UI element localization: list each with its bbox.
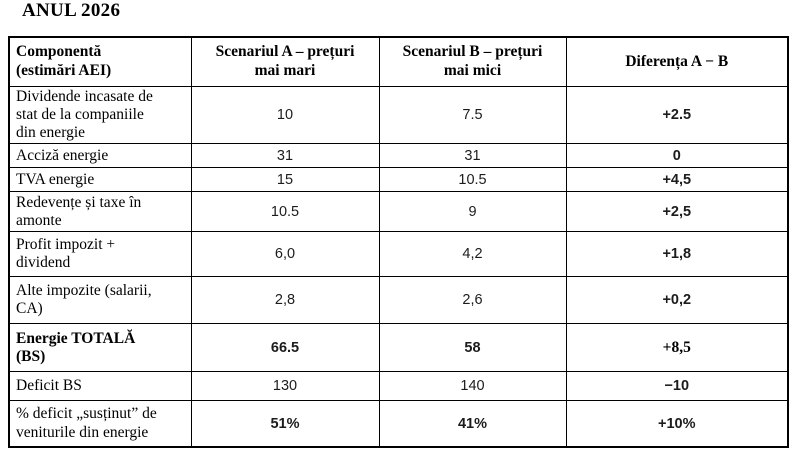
row-label: Alte impozite (salarii, CA): [8, 276, 192, 325]
table-row-tva: TVA energie 15 10.5 +4,5: [8, 167, 789, 193]
difference-value: +2.5: [565, 85, 789, 145]
page-title: ANUL 2026: [22, 0, 121, 21]
row-label: % deficit „susținut” de veniturile din e…: [8, 400, 192, 448]
row-label: Redevențe și taxe în amonte: [8, 191, 192, 233]
difference-value: +1,8: [565, 231, 789, 278]
scenario-b-value: 140: [378, 371, 567, 402]
scenario-a-value: 10.5: [190, 191, 380, 233]
scenario-a-value: 6,0: [190, 231, 380, 278]
header-difference: Diferența A − B: [565, 36, 789, 87]
table-row-energie-totala: Energie TOTALĂ (BS) 66.5 58 +8,5: [8, 323, 789, 373]
scenario-b-value: 4,2: [378, 231, 567, 278]
scenario-b-value: 58: [378, 323, 567, 373]
scenario-b-value: 9: [378, 191, 567, 233]
table-header-row: Componentă (estimări AEI) Scenariul A – …: [8, 36, 789, 87]
scenario-a-value: 10: [190, 85, 380, 145]
table-row-dividende: Dividende incasate de stat de la compani…: [8, 85, 789, 145]
table-row-profit: Profit impozit + dividend 6,0 4,2 +1,8: [8, 231, 789, 278]
difference-value: +10%: [565, 400, 789, 448]
difference-value: +0,2: [565, 276, 789, 325]
scenario-b-value: 10.5: [378, 167, 567, 193]
row-label: Profit impozit + dividend: [8, 231, 192, 278]
difference-value: +8,5: [565, 323, 789, 373]
table-row-redevente: Redevențe și taxe în amonte 10.5 9 +2,5: [8, 191, 789, 233]
scenario-a-value: 66.5: [190, 323, 380, 373]
scenario-b-value: 41%: [378, 400, 567, 448]
row-label: Energie TOTALĂ (BS): [8, 323, 192, 373]
row-label: Deficit BS: [8, 371, 192, 402]
difference-value: −10: [565, 371, 789, 402]
scenario-b-value: 7.5: [378, 85, 567, 145]
scenario-a-value: 15: [190, 167, 380, 193]
table-row-alte-impozite: Alte impozite (salarii, CA) 2,8 2,6 +0,2: [8, 276, 789, 325]
row-label: TVA energie: [8, 167, 192, 193]
difference-value: +4,5: [565, 167, 789, 193]
difference-value: +2,5: [565, 191, 789, 233]
table-row-acciza: Acciză energie 31 31 0: [8, 143, 789, 169]
scenario-comparison-table: Componentă (estimări AEI) Scenariul A – …: [8, 36, 789, 448]
row-label: Acciză energie: [8, 143, 192, 169]
difference-value: 0: [565, 143, 789, 169]
row-label: Dividende incasate de stat de la compani…: [8, 85, 192, 145]
header-component: Componentă (estimări AEI): [8, 36, 192, 87]
header-scenario-b: Scenariul B – prețuri mai mici: [378, 36, 567, 87]
header-scenario-a: Scenariul A – prețuri mai mari: [190, 36, 380, 87]
scenario-a-value: 51%: [190, 400, 380, 448]
scenario-a-value: 2,8: [190, 276, 380, 325]
scenario-b-value: 2,6: [378, 276, 567, 325]
table-row-procent-deficit: % deficit „susținut” de veniturile din e…: [8, 400, 789, 448]
scenario-a-value: 130: [190, 371, 380, 402]
scenario-b-value: 31: [378, 143, 567, 169]
table-row-deficit-bs: Deficit BS 130 140 −10: [8, 371, 789, 402]
scenario-a-value: 31: [190, 143, 380, 169]
